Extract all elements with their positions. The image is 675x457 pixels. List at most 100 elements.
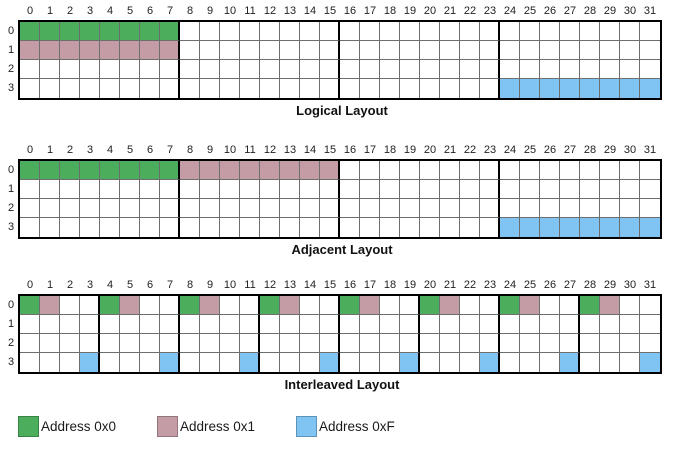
grid-cell [580, 199, 600, 218]
grid-cell [580, 334, 600, 353]
column-header: 30 [623, 144, 637, 156]
legend-label: Address 0x0 [41, 419, 117, 434]
grid-cell [240, 22, 260, 41]
grid-cell [460, 180, 480, 199]
column-header: 5 [126, 5, 134, 17]
column-header: 29 [603, 5, 617, 17]
grid-cell [40, 41, 60, 60]
grid-cell [520, 353, 540, 372]
grid-cell [200, 60, 220, 79]
grid-cell [440, 218, 460, 237]
grid-cell [500, 334, 520, 353]
grid-cell [580, 41, 600, 60]
grid-cell [600, 41, 620, 60]
grid-cell [580, 315, 600, 334]
grid-cell [240, 296, 260, 315]
grid-cell [20, 353, 40, 372]
grid-cell [80, 315, 100, 334]
grid-cell [180, 79, 200, 98]
column-header: 9 [206, 5, 214, 17]
grid-cell [200, 41, 220, 60]
grid-cell [320, 41, 340, 60]
grid-cell [220, 60, 240, 79]
green-swatch-icon [18, 416, 39, 437]
grid-cell [300, 161, 320, 180]
grid-cell [280, 41, 300, 60]
grid-cell [40, 79, 60, 98]
row-header: 3 [7, 82, 15, 94]
grid-cell [500, 180, 520, 199]
grid-cell [540, 79, 560, 98]
grid-cell [380, 296, 400, 315]
grid-cell [360, 334, 380, 353]
grid-cell [240, 60, 260, 79]
grid-cell [260, 334, 280, 353]
grid-cell [240, 315, 260, 334]
grid-cell [440, 22, 460, 41]
grid-cell [20, 296, 40, 315]
column-header: 11 [244, 279, 256, 291]
grid-cell [20, 60, 40, 79]
grid-cell [520, 199, 540, 218]
grid-cell [560, 22, 580, 41]
row-header: 3 [7, 221, 15, 233]
legend-label: Address 0x1 [180, 419, 256, 434]
column-header: 8 [186, 279, 194, 291]
grid-cell [440, 60, 460, 79]
grid-cell [500, 161, 520, 180]
grid-caption: Adjacent Layout [291, 242, 393, 257]
grid-cell [260, 60, 280, 79]
grid-cell [420, 60, 440, 79]
grid-cell [440, 161, 460, 180]
row-headers: 0 1 2 3 [4, 20, 18, 100]
grid-cell [180, 161, 200, 180]
grid-cell [320, 161, 340, 180]
grid-cell [460, 334, 480, 353]
grid-cell [100, 60, 120, 79]
grid-cell [480, 60, 500, 79]
grid-cell [560, 180, 580, 199]
column-header: 2 [66, 144, 74, 156]
column-header: 5 [126, 144, 134, 156]
grid-cell [360, 161, 380, 180]
grid-cell [240, 180, 260, 199]
row-headers: 0 1 2 3 [4, 159, 18, 239]
grid-caption: Interleaved Layout [284, 377, 400, 392]
grid-cell [360, 296, 380, 315]
grid-cell [620, 334, 640, 353]
row-header: 2 [7, 63, 15, 75]
column-header: 21 [443, 279, 457, 291]
grid-cell [400, 180, 420, 199]
grid-cell [480, 180, 500, 199]
column-header: 13 [283, 144, 297, 156]
grid-cell [100, 334, 120, 353]
grid-cell [600, 353, 620, 372]
grid-cell [260, 22, 280, 41]
grid-cell [600, 296, 620, 315]
grid-cell [400, 161, 420, 180]
grid-cell [80, 218, 100, 237]
grid-cell [300, 79, 320, 98]
column-header: 24 [503, 279, 517, 291]
column-header: 26 [543, 144, 557, 156]
grid-cell [540, 334, 560, 353]
grid-cell [40, 161, 60, 180]
grid-cell [380, 334, 400, 353]
column-header: 20 [423, 144, 437, 156]
column-header: 6 [146, 279, 154, 291]
grid-cell [280, 180, 300, 199]
grid-cell [520, 315, 540, 334]
grid-cell [140, 41, 160, 60]
grid-cell [120, 199, 140, 218]
grid-cell [200, 180, 220, 199]
grid-cell [220, 22, 240, 41]
grid-cell [280, 218, 300, 237]
grid-cell [300, 334, 320, 353]
grid-cell [140, 180, 160, 199]
grid-cell [40, 296, 60, 315]
grid-cell [340, 199, 360, 218]
grid-cell [100, 22, 120, 41]
grid-cell [340, 180, 360, 199]
column-header: 18 [383, 5, 397, 17]
column-header: 3 [86, 5, 94, 17]
